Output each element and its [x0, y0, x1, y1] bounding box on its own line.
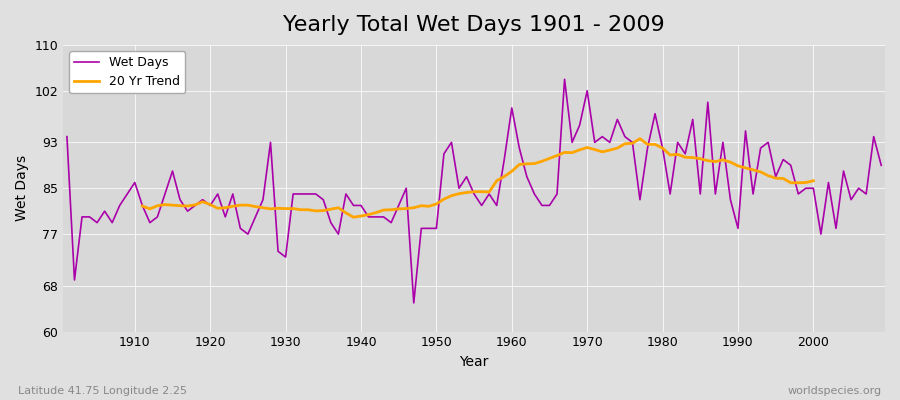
- 20 Yr Trend: [793, 180, 804, 185]
- 20 Yr Trend: [348, 215, 359, 220]
- 20 Yr Trend: [612, 146, 623, 150]
- Legend: Wet Days, 20 Yr Trend: Wet Days, 20 Yr Trend: [69, 51, 185, 93]
- Wet Days: [514, 146, 525, 150]
- Wet Days: [409, 300, 419, 305]
- 20 Yr Trend: [228, 204, 238, 209]
- Wet Days: [559, 77, 570, 82]
- 20 Yr Trend: [634, 136, 645, 141]
- Wet Days: [61, 134, 72, 139]
- Text: Latitude 41.75 Longitude 2.25: Latitude 41.75 Longitude 2.25: [18, 386, 187, 396]
- Wet Days: [333, 232, 344, 236]
- Wet Days: [288, 192, 299, 196]
- 20 Yr Trend: [725, 160, 736, 164]
- Wet Days: [507, 106, 517, 110]
- Wet Days: [122, 192, 132, 196]
- Wet Days: [876, 163, 886, 168]
- Title: Yearly Total Wet Days 1901 - 2009: Yearly Total Wet Days 1901 - 2009: [284, 15, 665, 35]
- Wet Days: [612, 117, 623, 122]
- 20 Yr Trend: [808, 178, 819, 183]
- 20 Yr Trend: [710, 159, 721, 164]
- Line: 20 Yr Trend: 20 Yr Trend: [142, 139, 814, 217]
- Y-axis label: Wet Days: Wet Days: [15, 155, 29, 221]
- 20 Yr Trend: [137, 204, 148, 208]
- X-axis label: Year: Year: [459, 355, 489, 369]
- Text: worldspecies.org: worldspecies.org: [788, 386, 882, 396]
- Line: Wet Days: Wet Days: [67, 79, 881, 303]
- 20 Yr Trend: [340, 210, 351, 215]
